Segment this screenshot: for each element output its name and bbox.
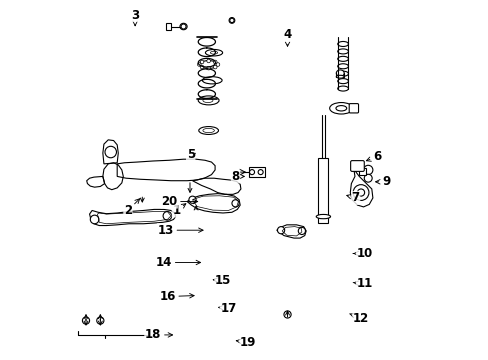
Text: 7: 7 xyxy=(346,192,359,204)
Circle shape xyxy=(284,311,290,318)
Ellipse shape xyxy=(337,49,348,54)
Text: 3: 3 xyxy=(131,9,139,26)
Ellipse shape xyxy=(198,96,219,105)
Bar xyxy=(249,167,264,177)
Ellipse shape xyxy=(210,51,217,54)
Ellipse shape xyxy=(337,71,348,76)
Ellipse shape xyxy=(228,18,234,23)
Ellipse shape xyxy=(203,98,212,103)
FancyBboxPatch shape xyxy=(350,161,364,171)
Ellipse shape xyxy=(337,41,348,46)
Text: 14: 14 xyxy=(155,256,200,269)
Circle shape xyxy=(181,24,185,29)
Circle shape xyxy=(216,63,219,66)
Ellipse shape xyxy=(335,105,346,111)
Circle shape xyxy=(200,65,203,69)
Circle shape xyxy=(258,170,263,175)
Circle shape xyxy=(82,317,89,324)
Text: 8: 8 xyxy=(231,170,244,183)
Circle shape xyxy=(277,226,284,234)
Circle shape xyxy=(357,189,364,196)
Bar xyxy=(359,168,365,175)
Ellipse shape xyxy=(205,49,222,56)
Text: 18: 18 xyxy=(144,328,172,341)
Text: 20: 20 xyxy=(161,195,197,208)
Text: 9: 9 xyxy=(375,175,389,188)
Ellipse shape xyxy=(336,75,344,78)
Ellipse shape xyxy=(198,127,218,134)
Text: 13: 13 xyxy=(157,224,203,237)
Circle shape xyxy=(200,60,203,64)
Circle shape xyxy=(249,170,254,175)
Ellipse shape xyxy=(337,78,348,84)
Circle shape xyxy=(213,65,217,69)
Circle shape xyxy=(352,185,368,201)
Ellipse shape xyxy=(180,23,187,30)
Circle shape xyxy=(206,66,210,70)
Circle shape xyxy=(97,317,104,324)
Text: 16: 16 xyxy=(159,290,194,303)
Ellipse shape xyxy=(329,103,352,114)
Ellipse shape xyxy=(199,60,217,68)
Circle shape xyxy=(163,212,171,220)
Text: 11: 11 xyxy=(352,278,372,291)
Circle shape xyxy=(229,18,234,23)
Circle shape xyxy=(197,63,201,66)
Circle shape xyxy=(105,146,116,158)
Circle shape xyxy=(298,227,305,234)
Ellipse shape xyxy=(337,56,348,61)
Text: 17: 17 xyxy=(218,302,236,315)
Text: 2: 2 xyxy=(123,199,140,217)
Circle shape xyxy=(231,200,239,207)
Text: 1: 1 xyxy=(172,204,185,217)
Text: 19: 19 xyxy=(236,336,256,348)
Circle shape xyxy=(213,60,217,64)
Bar xyxy=(166,23,171,30)
Ellipse shape xyxy=(337,64,348,69)
FancyBboxPatch shape xyxy=(318,158,328,223)
Text: 15: 15 xyxy=(213,274,231,287)
Circle shape xyxy=(363,165,372,175)
Ellipse shape xyxy=(316,215,330,219)
Circle shape xyxy=(188,196,196,203)
Text: 6: 6 xyxy=(366,150,381,163)
Circle shape xyxy=(90,215,99,224)
FancyBboxPatch shape xyxy=(348,104,358,113)
Circle shape xyxy=(364,174,371,182)
Text: 12: 12 xyxy=(349,311,368,325)
Text: 5: 5 xyxy=(186,148,195,161)
Ellipse shape xyxy=(202,77,222,84)
Ellipse shape xyxy=(337,86,348,91)
Text: 10: 10 xyxy=(352,247,372,260)
Circle shape xyxy=(206,59,210,63)
Text: 4: 4 xyxy=(283,28,291,46)
Ellipse shape xyxy=(203,129,214,133)
Ellipse shape xyxy=(336,70,344,76)
